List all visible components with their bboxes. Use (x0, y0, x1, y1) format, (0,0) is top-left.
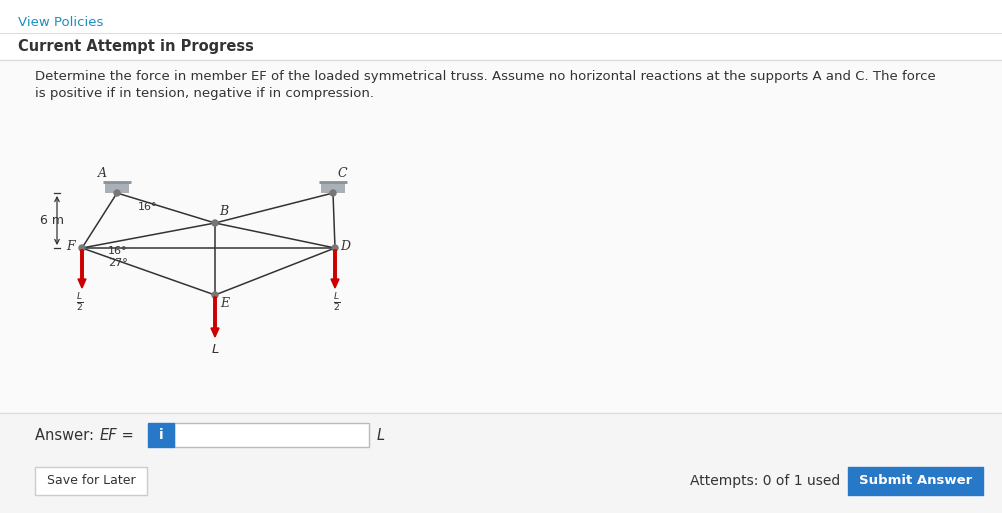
FancyBboxPatch shape (174, 423, 369, 447)
Text: Attempts: 0 of 1 used: Attempts: 0 of 1 used (690, 474, 841, 488)
FancyArrow shape (331, 250, 339, 288)
Bar (0, 60, 1002, 445)
Bar (0, 413, 1002, 513)
Bar (321, 182, 345, 193)
Text: Save for Later: Save for Later (47, 475, 135, 487)
Text: 16°: 16° (108, 246, 127, 256)
Text: F: F (66, 241, 75, 253)
Text: Answer:: Answer: (35, 427, 98, 443)
Text: E: E (220, 297, 229, 310)
Circle shape (114, 190, 120, 196)
Text: Current Attempt in Progress: Current Attempt in Progress (18, 39, 254, 54)
Text: is positive if in tension, negative if in compression.: is positive if in tension, negative if i… (35, 87, 374, 100)
Circle shape (212, 220, 218, 226)
Text: Submit Answer: Submit Answer (859, 475, 972, 487)
Text: A: A (98, 167, 107, 180)
Text: 16°: 16° (138, 202, 157, 212)
Text: Determine the force in member EF of the loaded symmetrical truss. Assume no hori: Determine the force in member EF of the … (35, 70, 936, 83)
FancyArrow shape (78, 250, 86, 288)
Circle shape (332, 245, 338, 251)
Text: L: L (377, 427, 385, 443)
Bar (105, 182, 129, 193)
Bar (148, 423, 174, 447)
FancyBboxPatch shape (35, 467, 147, 495)
Circle shape (212, 292, 218, 298)
Text: $\frac{L}{2}$: $\frac{L}{2}$ (333, 292, 341, 314)
FancyArrow shape (211, 297, 219, 337)
Text: 27°: 27° (108, 258, 127, 268)
Text: 6 m: 6 m (40, 214, 64, 227)
Bar (848, 467, 983, 495)
Text: EF: EF (100, 427, 117, 443)
Text: View Policies: View Policies (18, 16, 103, 29)
Circle shape (79, 245, 85, 251)
Text: $\frac{L}{2}$: $\frac{L}{2}$ (76, 292, 84, 314)
Circle shape (330, 190, 336, 196)
Text: $L$: $L$ (210, 343, 219, 356)
Text: i: i (158, 428, 163, 442)
Text: D: D (340, 241, 350, 253)
Text: B: B (219, 205, 228, 218)
Text: C: C (338, 167, 348, 180)
Text: =: = (117, 427, 133, 443)
